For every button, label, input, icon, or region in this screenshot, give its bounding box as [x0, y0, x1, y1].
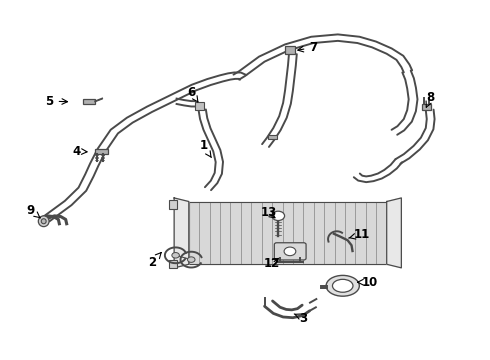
- Text: 7: 7: [298, 41, 318, 54]
- Circle shape: [188, 257, 195, 262]
- Text: 12: 12: [264, 257, 280, 270]
- Text: 5: 5: [46, 95, 68, 108]
- Text: 4: 4: [73, 145, 87, 158]
- Text: 13: 13: [260, 207, 276, 220]
- Text: 9: 9: [27, 204, 40, 218]
- Bar: [422, 104, 431, 110]
- Circle shape: [172, 253, 179, 258]
- Ellipse shape: [326, 275, 359, 296]
- Text: 1: 1: [199, 139, 211, 158]
- Bar: [95, 149, 108, 154]
- Text: 10: 10: [358, 276, 378, 289]
- Polygon shape: [174, 198, 189, 268]
- Text: 11: 11: [349, 228, 370, 241]
- FancyBboxPatch shape: [274, 243, 306, 260]
- Polygon shape: [189, 202, 387, 264]
- Bar: [285, 46, 295, 54]
- Text: 3: 3: [294, 311, 308, 325]
- Bar: [269, 135, 277, 139]
- Ellipse shape: [332, 279, 353, 292]
- Ellipse shape: [38, 216, 49, 226]
- Bar: [195, 102, 204, 110]
- Polygon shape: [387, 198, 401, 268]
- Text: 2: 2: [148, 252, 161, 269]
- Circle shape: [272, 211, 285, 221]
- Ellipse shape: [41, 219, 46, 224]
- Bar: [169, 200, 176, 209]
- Bar: [83, 99, 95, 104]
- Text: 8: 8: [426, 91, 435, 107]
- Circle shape: [284, 247, 296, 256]
- Text: 6: 6: [187, 86, 198, 102]
- Bar: [169, 260, 176, 268]
